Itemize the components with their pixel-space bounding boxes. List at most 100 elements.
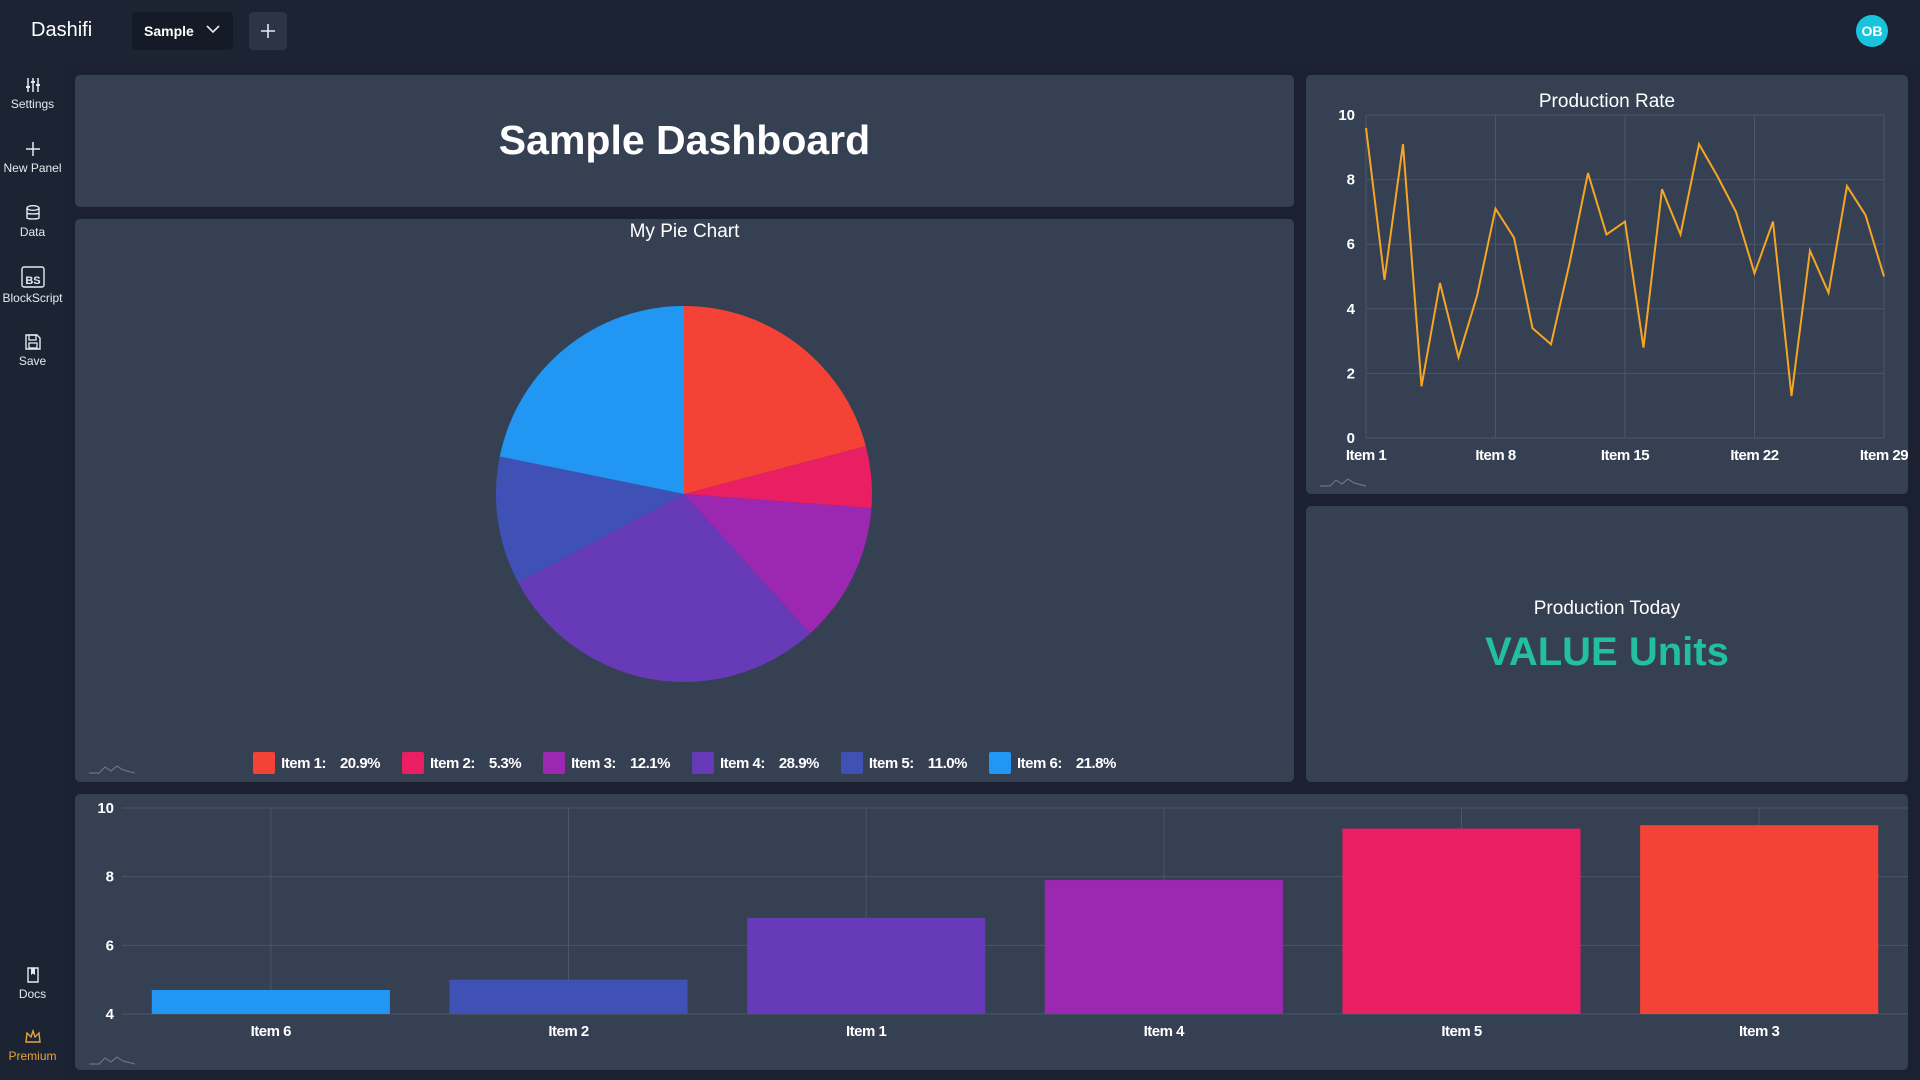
sidebar-item-label: Settings — [10, 97, 55, 111]
database-icon — [25, 205, 40, 220]
crown-icon — [24, 1028, 41, 1043]
y-tick-label: 2 — [1347, 365, 1355, 382]
sidebar-item-docs[interactable]: Docs — [0, 966, 65, 1001]
legend-item[interactable]: Item 4: 28.9% — [691, 752, 819, 774]
sidebar-item-label: Save — [18, 354, 47, 368]
kpi-title: Production Today — [1533, 598, 1681, 619]
bar-chart-panel[interactable]: 4 6 8 10 Item 6 Item 2 Item 1 Item 4 Item 5 Item … — [75, 794, 1908, 1070]
app-name: Dashifi — [31, 19, 93, 41]
sliders-icon — [25, 78, 40, 92]
legend-label: Item 6: — [1016, 754, 1062, 772]
pie-chart-title: My Pie Chart — [629, 221, 740, 242]
x-tick-label: Item 29 — [1860, 447, 1908, 464]
x-tick-label: Item 2 — [548, 1023, 589, 1040]
x-tick-label: Item 5 — [1441, 1023, 1482, 1040]
x-tick-label: Item 1 — [1346, 447, 1387, 464]
y-tick-label: 8 — [106, 869, 114, 886]
legend-swatch — [253, 752, 276, 774]
sidebar-item-new-panel[interactable]: New Panel — [0, 140, 65, 175]
legend-label: Item 5: — [868, 754, 914, 772]
kpi-panel[interactable]: Production Today VALUE Units — [1306, 506, 1908, 782]
sidebar-item-settings[interactable]: Settings — [0, 76, 65, 111]
blockscript-icon-text: BS — [25, 275, 40, 287]
plus-icon — [25, 142, 40, 156]
panel-resize-handle[interactable] — [89, 1055, 135, 1065]
add-dashboard-button[interactable] — [249, 12, 287, 50]
bar[interactable] — [449, 979, 688, 1014]
y-tick-label: 8 — [1347, 172, 1355, 189]
pie-legend: Item 1: 20.9% Item 2: 5.3% Item 3: 12.1% Item … — [75, 752, 1294, 774]
y-tick-label: 10 — [1338, 107, 1355, 124]
sidebar: Settings New Panel Data BS BlockScript S… — [0, 63, 65, 1080]
y-tick-label: 6 — [106, 937, 114, 954]
dashboard-select[interactable]: Sample — [132, 12, 233, 50]
legend-percent: 5.3% — [488, 754, 522, 772]
sidebar-item-label: Docs — [18, 987, 47, 1001]
y-tick-label: 0 — [1347, 430, 1355, 447]
panel-resize-handle[interactable] — [1320, 477, 1366, 487]
title-panel[interactable]: Sample Dashboard — [75, 75, 1294, 207]
pie-chart-panel[interactable]: My Pie Chart Item 1: 20.9% Item 2: 5.3% Item… — [75, 219, 1294, 782]
panel-resize-handle[interactable] — [89, 764, 135, 774]
avatar[interactable]: OB — [1856, 15, 1888, 47]
line-chart: 0 2 4 6 8 10 Item 1 Item 8 Item 15 Item 22 Item 29 — [1338, 107, 1908, 464]
legend-swatch — [402, 752, 425, 774]
pie-slice[interactable] — [684, 306, 866, 494]
pie-slice[interactable] — [496, 456, 684, 583]
legend-item[interactable]: Item 3: 12.1% — [543, 752, 670, 774]
line-series[interactable] — [1365, 127, 1885, 397]
blockscript-icon: BS — [20, 266, 45, 288]
kpi-value: VALUE Units — [1485, 630, 1729, 674]
bar[interactable] — [747, 917, 986, 1014]
dashboard-title: Sample Dashboard — [498, 117, 871, 163]
x-tick-label: Item 22 — [1730, 447, 1778, 464]
legend-percent: 21.8% — [1075, 754, 1117, 772]
legend-percent: 20.9% — [339, 754, 381, 772]
book-icon — [26, 967, 39, 983]
dashboard-select-value: Sample — [144, 23, 194, 39]
x-tick-label: Item 8 — [1475, 447, 1516, 464]
legend-item[interactable]: Item 6: 21.8% — [988, 752, 1117, 774]
line-chart-title: Production Rate — [1538, 91, 1676, 112]
pie-slice[interactable] — [684, 446, 872, 509]
bar[interactable] — [1640, 825, 1879, 1014]
sidebar-item-blockscript[interactable]: BS BlockScript — [0, 266, 65, 305]
sidebar-item-label: Data — [19, 225, 46, 239]
pie-slice[interactable] — [499, 306, 684, 494]
floppy-icon — [24, 334, 41, 350]
top-bar: Dashifi Sample OB — [0, 0, 1920, 63]
chevron-down-icon — [206, 25, 220, 34]
legend-swatch — [988, 752, 1011, 774]
x-tick-label: Item 1 — [846, 1023, 887, 1040]
bar[interactable] — [1342, 828, 1581, 1014]
legend-item[interactable]: Item 1: 20.9% — [253, 752, 381, 774]
y-tick-label: 4 — [106, 1006, 115, 1023]
sidebar-item-label: Premium — [8, 1049, 57, 1063]
bar[interactable] — [1044, 880, 1283, 1014]
legend-label: Item 4: — [719, 754, 765, 772]
bar[interactable] — [151, 989, 390, 1014]
x-tick-label: Item 15 — [1601, 447, 1649, 464]
sidebar-item-save[interactable]: Save — [0, 333, 65, 368]
pie-slice[interactable] — [518, 494, 811, 682]
y-tick-label: 6 — [1347, 236, 1355, 253]
sidebar-item-data[interactable]: Data — [0, 204, 65, 239]
legend-swatch — [691, 752, 714, 774]
legend-swatch — [840, 752, 863, 774]
legend-swatch — [543, 752, 566, 774]
y-tick-label: 4 — [1347, 301, 1356, 318]
pie-slice[interactable] — [684, 494, 872, 634]
legend-item[interactable]: Item 2: 5.3% — [402, 752, 522, 774]
plus-icon — [261, 24, 275, 38]
x-tick-label: Item 3 — [1739, 1023, 1780, 1040]
sidebar-item-label: BlockScript — [2, 291, 63, 305]
sidebar-item-premium[interactable]: Premium — [0, 1028, 65, 1063]
legend-label: Item 3: — [571, 754, 616, 772]
x-tick-label: Item 4 — [1144, 1023, 1186, 1040]
legend-percent: 12.1% — [629, 754, 671, 772]
legend-item[interactable]: Item 5: 11.0% — [840, 752, 967, 774]
line-chart-panel[interactable]: Production Rate 0 2 4 6 8 10 Item 1 Item 8 Item … — [1306, 75, 1908, 494]
pie-chart — [496, 306, 872, 682]
legend-label: Item 1: — [281, 754, 326, 772]
sidebar-item-label: New Panel — [3, 161, 62, 175]
